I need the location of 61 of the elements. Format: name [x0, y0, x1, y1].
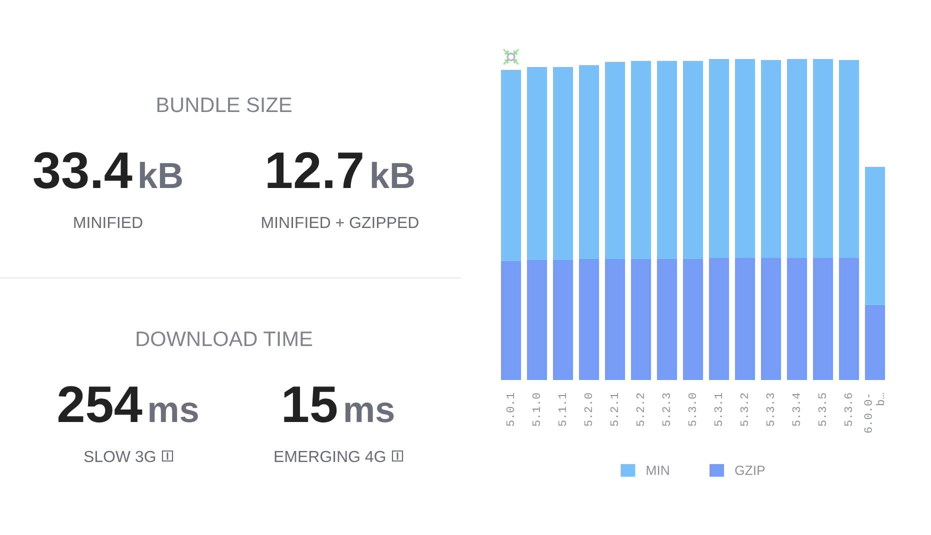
bar [552, 67, 574, 260]
x-tick-label: 5.1.0 [532, 393, 540, 426]
x-tick-label: 5.2.0 [584, 393, 592, 426]
x-tick-label: 5.3.0 [688, 393, 696, 426]
bar [760, 258, 782, 380]
bar [500, 260, 522, 380]
text: 33.4 [34, 152, 132, 189]
bar [864, 166, 886, 305]
bar [682, 60, 704, 259]
text: SLOW 3G [84, 450, 156, 462]
x-tick-label: 5.2.3 [662, 393, 670, 426]
bar [786, 258, 808, 380]
bar [656, 258, 678, 380]
text: ms [150, 402, 198, 422]
text: DOWNLOAD TIME [136, 331, 312, 346]
x-tick-label: 5.2.1 [610, 393, 618, 426]
bar [604, 258, 626, 380]
bar [682, 258, 704, 380]
bar [578, 65, 600, 259]
x-tick-label: 5.0.1 [506, 393, 514, 426]
bar [734, 258, 756, 380]
bar [838, 258, 860, 380]
text: 15 [284, 386, 337, 423]
bar [708, 59, 730, 258]
legend-label: MIN [646, 466, 669, 475]
text: 254 [58, 386, 142, 423]
text: MINIFIED [74, 217, 142, 228]
bar [630, 258, 652, 380]
bar [708, 258, 730, 380]
x-tick-label: 5.3.1 [714, 393, 722, 426]
bar [604, 62, 626, 259]
bar [526, 260, 548, 380]
x-tick-label: 5.3.4 [792, 393, 800, 426]
bar [812, 59, 834, 258]
x-tick-label: 5.3.3 [766, 393, 774, 426]
bar [578, 258, 600, 380]
bar [656, 60, 678, 259]
x-tick-label: 5.1.1 [558, 393, 566, 426]
bar [786, 59, 808, 258]
bar [838, 60, 860, 258]
text: MINIFIED + GZIPPED [262, 216, 418, 228]
x-tick-label: 5.3.6 [844, 393, 852, 426]
bar [552, 260, 574, 380]
bar [630, 60, 652, 259]
text: kB [140, 162, 182, 188]
text: kB [372, 162, 414, 188]
bar [734, 59, 756, 258]
text: EMERGING 4G [274, 450, 386, 462]
legend-label: GZIP [735, 466, 765, 476]
bar [500, 70, 522, 261]
bar [526, 67, 548, 260]
x-tick-label: 5.2.2 [636, 393, 644, 426]
x-tick-label: 6.0.0-b… [864, 393, 884, 433]
text: ms [345, 402, 394, 422]
bar [864, 304, 886, 380]
bar [760, 60, 782, 258]
x-tick-label: 5.3.2 [740, 393, 748, 426]
text: 12.7 [268, 152, 362, 188]
bar [812, 258, 834, 380]
text: BUNDLE SIZE [157, 97, 292, 112]
x-tick-label: 5.3.5 [818, 393, 826, 426]
